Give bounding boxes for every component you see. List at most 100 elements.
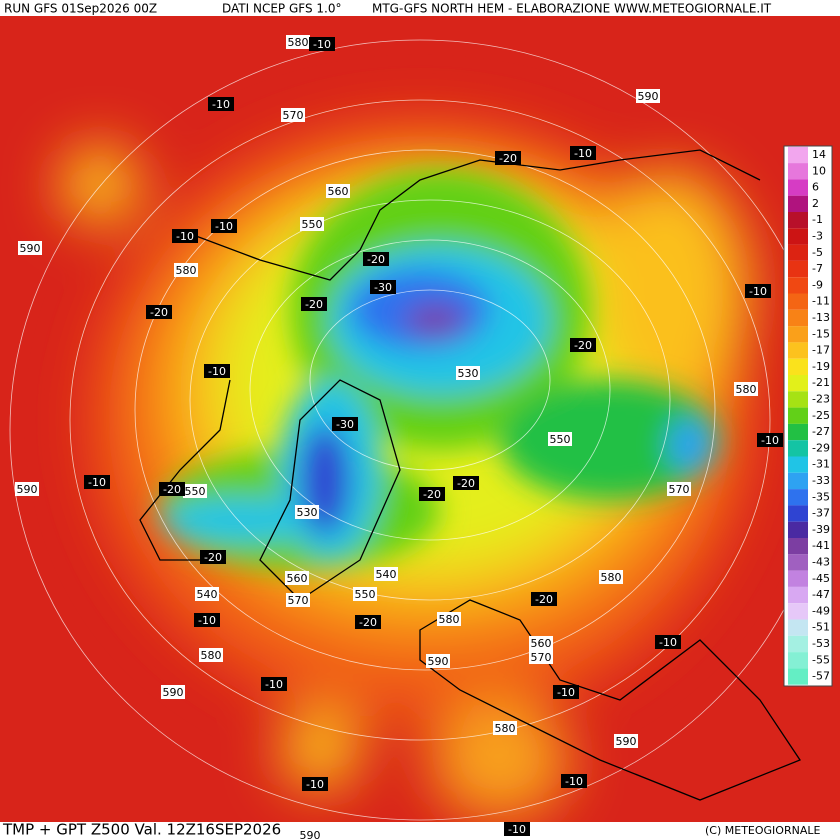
legend-label: 14 xyxy=(812,148,826,161)
legend-label: -13 xyxy=(812,311,830,324)
legend-swatch xyxy=(788,309,808,327)
legend-swatch xyxy=(788,635,808,653)
height-label-box xyxy=(426,654,450,668)
temp-label: -10 xyxy=(313,38,331,51)
height-label: 550 xyxy=(302,218,323,231)
temp-label: -20 xyxy=(359,616,377,629)
temp-label: -10 xyxy=(212,98,230,111)
height-label: 560 xyxy=(531,637,552,650)
height-label: 560 xyxy=(287,572,308,585)
temp-label: -10 xyxy=(88,476,106,489)
height-label-box xyxy=(636,89,660,103)
legend-swatch xyxy=(788,163,808,180)
legend-swatch xyxy=(788,619,808,636)
temp-label-box xyxy=(655,635,681,649)
legend-label: -3 xyxy=(812,230,823,243)
legend-swatch xyxy=(788,423,808,441)
legend-label: -5 xyxy=(812,246,823,259)
legend-swatch xyxy=(788,521,808,538)
temp-label-box xyxy=(553,685,579,699)
footer-title: TMP + GPT Z500 Val. 12Z16SEP2026 xyxy=(2,821,281,839)
legend-label: -31 xyxy=(812,458,830,471)
legend-label: -19 xyxy=(812,360,830,373)
temp-label-box xyxy=(261,677,287,691)
temp-label-box xyxy=(419,487,445,501)
height-label-box xyxy=(174,263,198,277)
height-label-box xyxy=(300,217,324,231)
legend-swatch xyxy=(788,179,808,196)
legend-swatch xyxy=(788,228,808,245)
height-label-box xyxy=(599,570,623,584)
temp-label-box xyxy=(570,338,596,352)
height-label-box xyxy=(529,636,553,650)
height-label: 550 xyxy=(185,485,206,498)
legend-swatch xyxy=(788,326,808,343)
temp-label: -10 xyxy=(198,614,216,627)
legend-label: -23 xyxy=(812,393,830,406)
height-label-box xyxy=(161,685,185,699)
legend-label: -53 xyxy=(812,637,830,650)
height-label-box xyxy=(734,382,758,396)
height-label-box xyxy=(15,482,39,496)
height-label: 570 xyxy=(288,594,309,607)
height-label-box xyxy=(286,35,310,49)
header-text: RUN GFS 01Sep2026 00Z xyxy=(4,2,157,16)
legend-label: -29 xyxy=(812,441,830,454)
height-label: 590 xyxy=(17,483,38,496)
legend-label: -47 xyxy=(812,588,830,601)
legend-swatch xyxy=(788,260,808,278)
legend-label: -11 xyxy=(812,295,830,308)
temp-label: -20 xyxy=(574,339,592,352)
temp-label-box xyxy=(146,305,172,319)
temp-label: -20 xyxy=(367,253,385,266)
height-label-box xyxy=(183,484,207,498)
temp-label: -10 xyxy=(306,778,324,791)
temp-label-box xyxy=(301,297,327,311)
legend-swatch xyxy=(788,652,808,669)
temp-label-box xyxy=(745,284,771,298)
legend-label: -17 xyxy=(812,344,830,357)
legend-label: -7 xyxy=(812,262,823,275)
legend-label: -45 xyxy=(812,572,830,585)
legend-swatch xyxy=(788,538,808,555)
height-label-box xyxy=(667,482,691,496)
legend-swatch xyxy=(788,472,808,490)
legend-label: -55 xyxy=(812,653,830,666)
height-label-box xyxy=(493,721,517,735)
height-label: 590 xyxy=(638,90,659,103)
temp-label: -20 xyxy=(457,477,475,490)
temp-label: -10 xyxy=(215,220,233,233)
temp-label: -10 xyxy=(659,636,677,649)
temp-label-box xyxy=(208,97,234,111)
height-label: 550 xyxy=(550,433,571,446)
height-label: 560 xyxy=(328,185,349,198)
legend-label: -41 xyxy=(812,539,830,552)
legend-swatch xyxy=(788,603,808,620)
temp-label: -20 xyxy=(150,306,168,319)
height-label: 570 xyxy=(283,109,304,122)
footer-bar xyxy=(0,822,840,840)
temp-label: -20 xyxy=(204,551,222,564)
temp-label-box xyxy=(495,151,521,165)
height-label: 590 xyxy=(300,829,321,840)
legend-swatch xyxy=(788,146,808,164)
legend-label: -1 xyxy=(812,213,823,226)
legend-label: -57 xyxy=(812,670,830,683)
height-label: 590 xyxy=(428,655,449,668)
temp-label-box xyxy=(172,229,198,243)
temp-label-box xyxy=(200,550,226,564)
height-label-box xyxy=(614,734,638,748)
temp-label-box xyxy=(561,774,587,788)
height-label-box xyxy=(298,828,322,840)
height-label-box xyxy=(281,108,305,122)
temp-label: -10 xyxy=(761,434,779,447)
legend-label: 10 xyxy=(812,164,826,177)
legend-label: -51 xyxy=(812,621,830,634)
temp-label: -30 xyxy=(336,418,354,431)
legend-swatch xyxy=(788,407,808,424)
height-label: 550 xyxy=(355,588,376,601)
legend-label: -15 xyxy=(812,327,830,340)
legend-swatch xyxy=(788,456,808,473)
